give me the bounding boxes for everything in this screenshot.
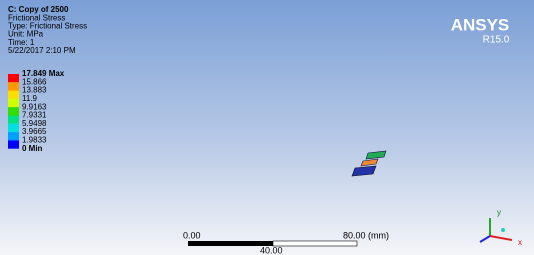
legend-label: 0 Min: [22, 144, 43, 153]
scale-middle: 40.00: [260, 245, 283, 255]
scale-bar-white: [273, 241, 357, 246]
legend-band: [8, 74, 19, 82]
legend-band: [8, 82, 19, 90]
triad-ball: [501, 228, 505, 232]
header-line: 5/22/2017 2:10 PM: [8, 46, 76, 55]
legend-band: [8, 107, 19, 115]
legend-band: [8, 140, 19, 148]
scale-start: 0.00: [183, 230, 201, 240]
logo-version: R15.0: [483, 35, 510, 46]
ansys-viewport: ANSYS R15.0 0.00 80.00 (mm) 40.00 y x C:…: [0, 0, 534, 255]
legend-band: [8, 116, 19, 124]
triad-y-label: y: [497, 208, 501, 217]
background: [0, 0, 534, 255]
scale-end: 80.00 (mm): [343, 230, 389, 240]
legend-band: [8, 132, 19, 140]
legend-band: [8, 99, 19, 107]
legend-band: [8, 91, 19, 99]
page: ANSYS R15.0 0.00 80.00 (mm) 40.00 y x C:…: [0, 0, 534, 255]
legend-band: [8, 124, 19, 132]
logo-name: ANSYS: [451, 15, 510, 34]
triad-x-label: x: [518, 238, 522, 247]
